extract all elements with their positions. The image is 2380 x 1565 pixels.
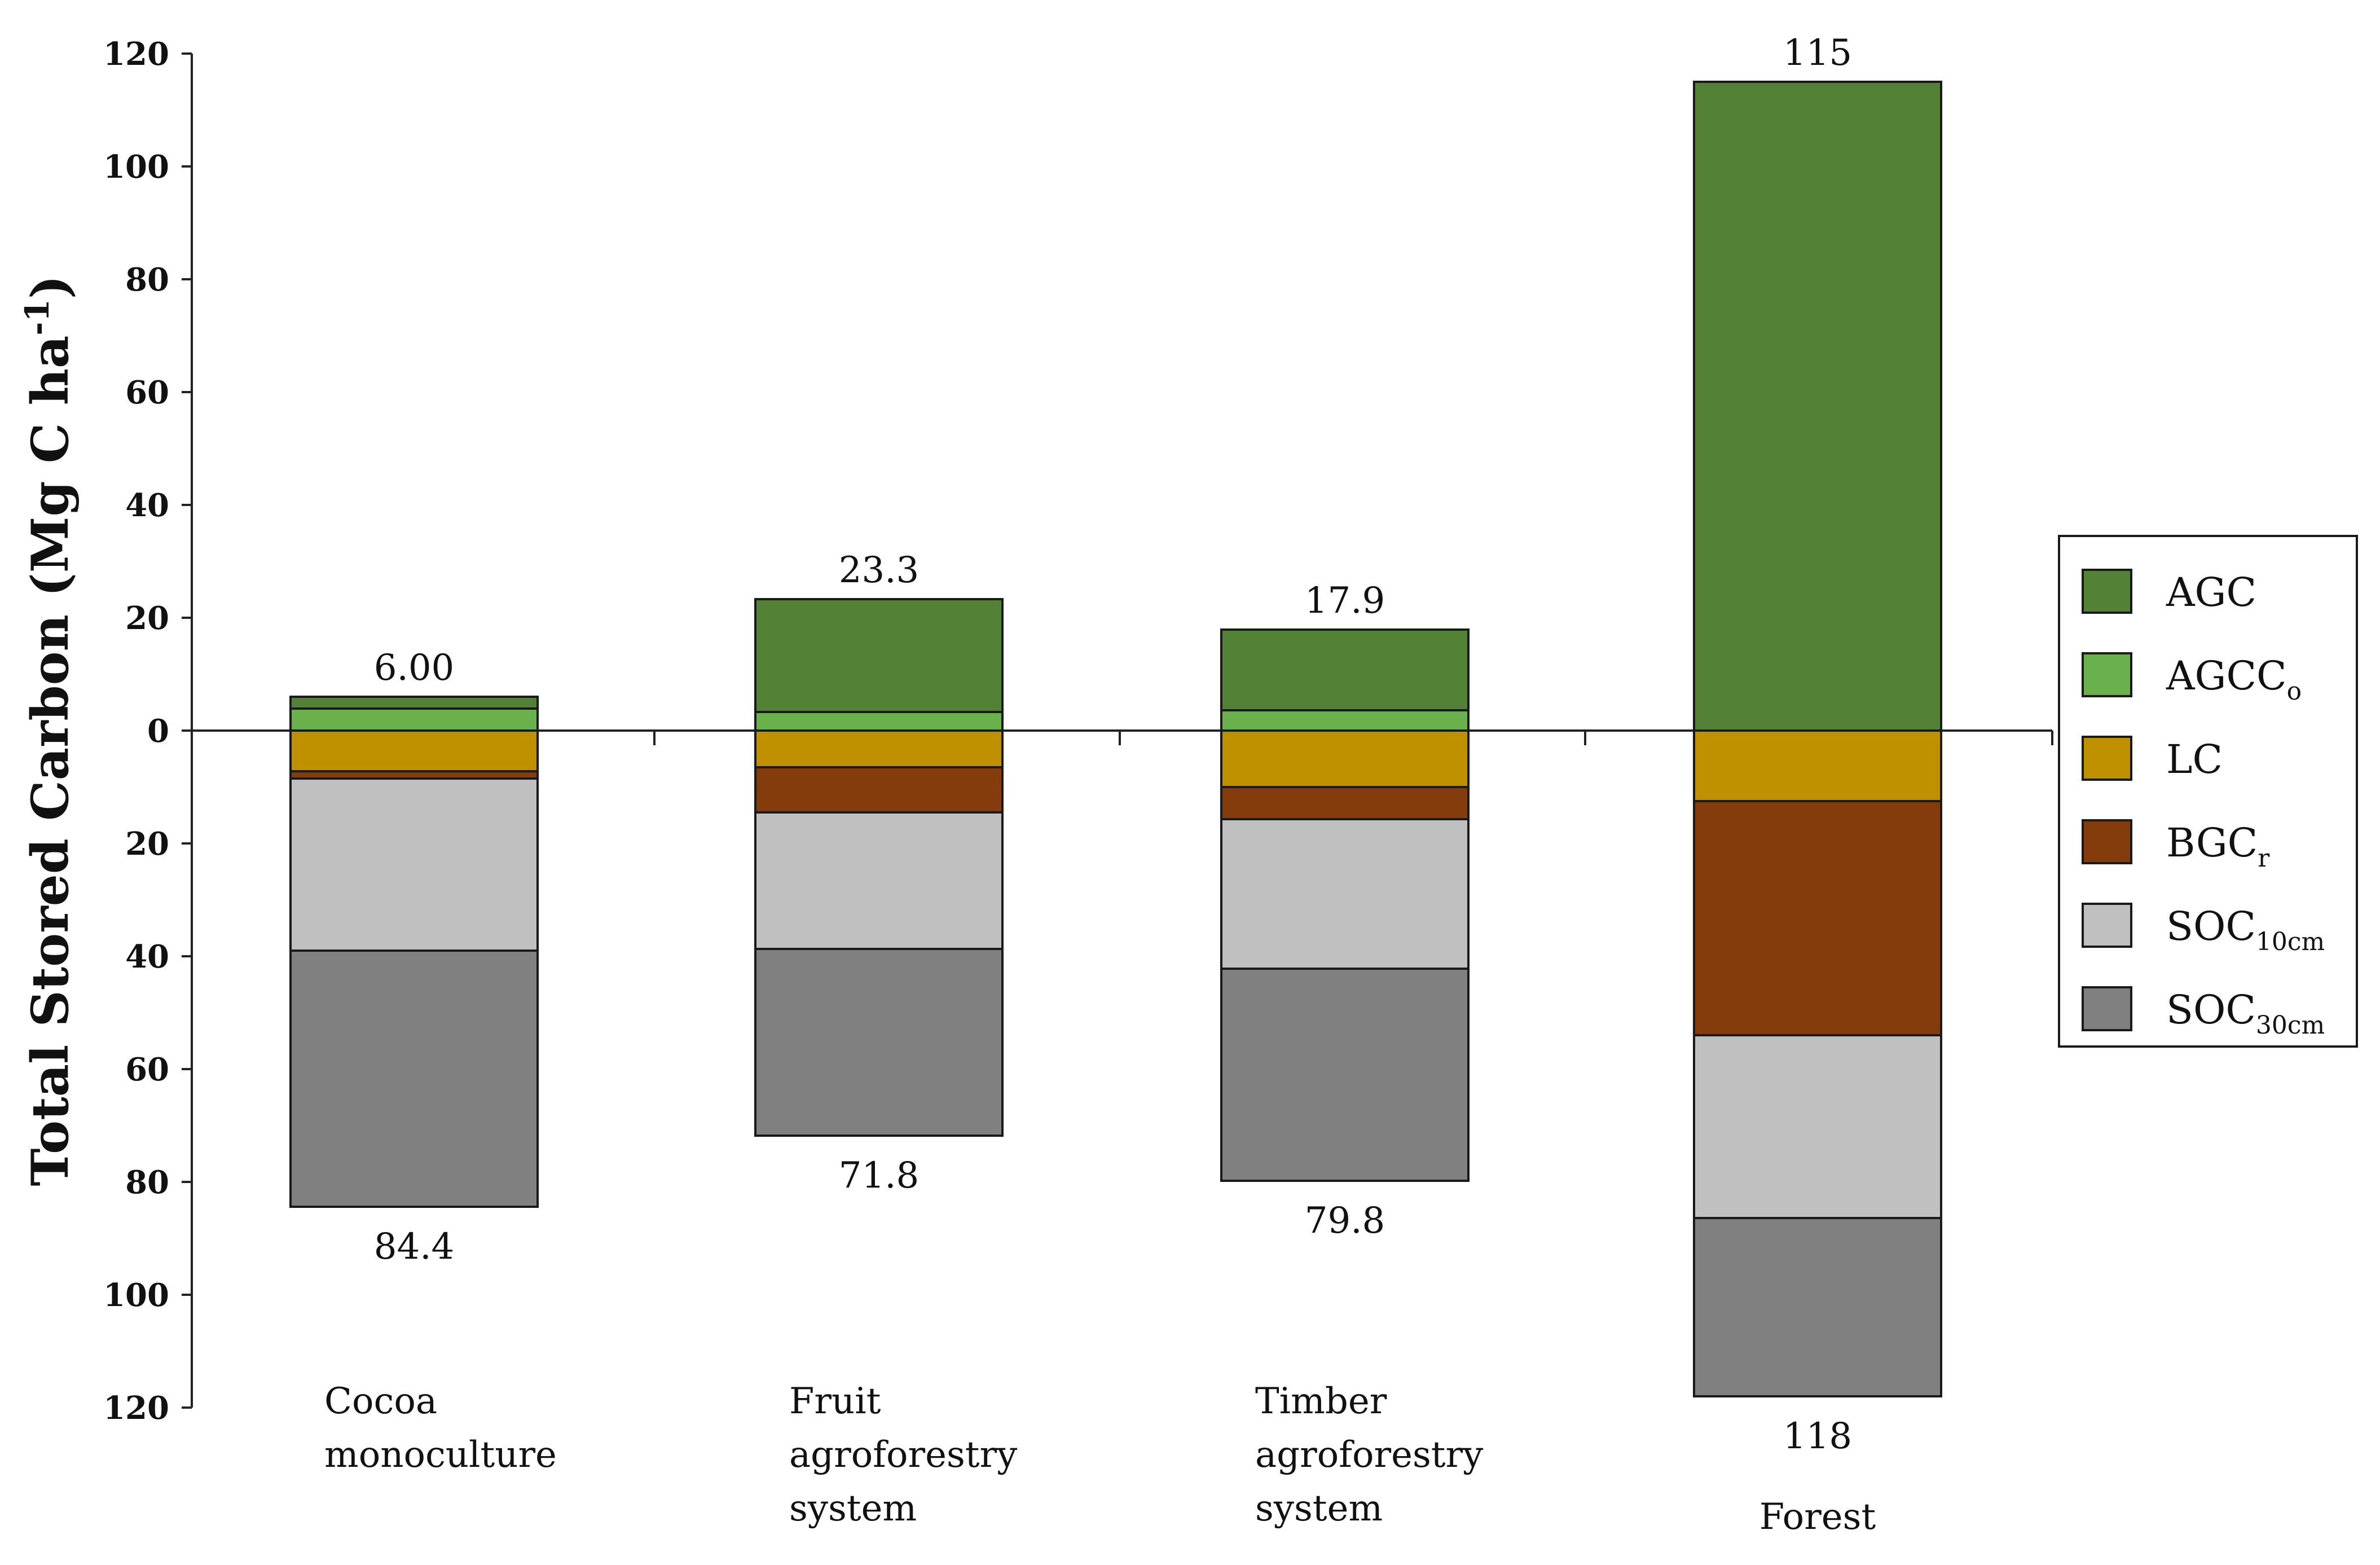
bars-layer [289, 81, 1942, 1397]
y-tick-label: 80 [125, 1164, 169, 1201]
y-tick-label: 80 [125, 261, 169, 298]
legend-swatch-agcco [2082, 652, 2132, 697]
legend-subscript: 30cm [2256, 1011, 2325, 1040]
data-label-bottom: 118 [1783, 1415, 1852, 1457]
data-label-top: 23.3 [839, 549, 920, 591]
labels-layer: 6.00 84.4 Cocoa monoculture 23.3 71.8 Fruit agr… [324, 32, 1876, 1538]
bar-segment-agcco [289, 707, 539, 732]
y-tick-label: 100 [103, 1277, 169, 1314]
bar-segment-bgcr [1693, 800, 1942, 1036]
bar-segment-agc [1693, 81, 1942, 732]
bar-segment-soc30 [754, 948, 1004, 1137]
legend-swatch-bgcr [2082, 819, 2132, 864]
legend-label-soc30: SOC30cm [2166, 987, 2325, 1040]
y-tick-label: 120 [103, 36, 169, 73]
bar-segment-soc10 [289, 777, 539, 952]
y-tick-label: 20 [125, 825, 169, 863]
legend-label-lc: LC [2166, 736, 2223, 783]
legend-label-agc: AGC [2166, 569, 2256, 616]
bar-segment-lc [1693, 729, 1942, 802]
bar-segment-lc [1220, 729, 1470, 788]
bar-segment-soc10 [754, 811, 1004, 950]
y-tick-label: 40 [125, 487, 169, 524]
y-axis-title-close: ) [20, 275, 80, 300]
y-tick-label: 20 [125, 600, 169, 637]
bar-segment-agc [754, 598, 1004, 713]
axes-layer: 120 100 80 60 40 20 0 20 40 60 80 100 120 [103, 36, 2053, 1427]
y-axis-title-superscript: -1 [18, 299, 56, 335]
y-tick-label: 40 [125, 938, 169, 975]
category-label: Forest [1759, 1496, 1876, 1538]
bar-segment-agcco [1220, 709, 1470, 732]
legend-box [2058, 535, 2358, 1048]
category-label: Fruit [789, 1381, 881, 1422]
legend-subscript: o [2287, 677, 2302, 706]
legend: AGC AGCCo LC BGCr SOC10cm SOC30cm [2058, 535, 2358, 1048]
legend-swatch-soc10 [2082, 903, 2132, 948]
legend-swatch-agc [2082, 569, 2132, 614]
bar-segment-lc [289, 729, 539, 772]
legend-label-bgcr: BGCr [2166, 820, 2270, 873]
bar-segment-agc [1220, 628, 1470, 711]
legend-swatch-soc30 [2082, 986, 2132, 1031]
legend-subscript: r [2258, 844, 2270, 873]
data-label-bottom: 79.8 [1305, 1200, 1385, 1242]
legend-label-agcco: AGCCo [2166, 653, 2302, 706]
legend-label-soc10: SOC10cm [2166, 903, 2325, 956]
category-label: system [789, 1488, 917, 1529]
category-label: Cocoa [324, 1381, 437, 1422]
bar-segment-soc30 [1693, 1217, 1942, 1397]
category-label: monoculture [324, 1434, 557, 1476]
bar-segment-lc [754, 729, 1004, 768]
data-label-top: 115 [1783, 32, 1852, 74]
bar-segment-bgcr [1220, 786, 1470, 820]
data-label-top: 17.9 [1305, 580, 1385, 622]
bar-segment-agc [289, 696, 539, 710]
legend-subscript: 10cm [2256, 927, 2325, 956]
data-label-bottom: 84.4 [374, 1226, 455, 1268]
bar-segment-bgcr [754, 766, 1004, 814]
bar-segment-soc30 [1220, 968, 1470, 1182]
category-label: Timber [1255, 1381, 1387, 1422]
data-label-top: 6.00 [374, 647, 455, 689]
bar-segment-agcco [754, 711, 1004, 732]
y-tick-label: 100 [103, 148, 169, 186]
y-tick-label: 60 [125, 374, 169, 411]
y-tick-label: 120 [103, 1390, 169, 1427]
bar-segment-soc10 [1220, 818, 1470, 970]
y-tick-label: 0 [147, 713, 169, 750]
category-label: agroforestry [1255, 1434, 1483, 1476]
y-tick-label: 60 [125, 1051, 169, 1088]
y-axis-title: Total Stored Carbon (Mg C ha-1) [18, 275, 80, 1186]
category-label: agroforestry [789, 1434, 1017, 1476]
bar-segment-soc10 [1693, 1034, 1942, 1219]
category-label: system [1255, 1488, 1383, 1529]
legend-swatch-lc [2082, 736, 2132, 781]
y-axis-title-group: Total Stored Carbon (Mg C ha-1) [18, 275, 80, 1186]
bar-segment-soc30 [289, 949, 539, 1208]
data-label-bottom: 71.8 [839, 1155, 920, 1197]
